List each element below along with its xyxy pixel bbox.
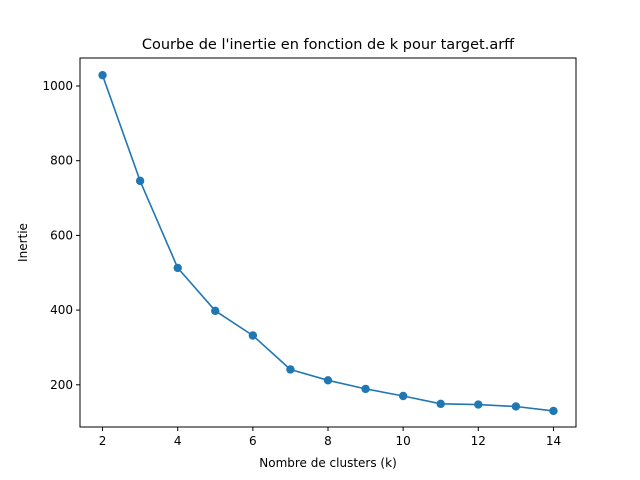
y-tick-label: 600 <box>50 228 73 242</box>
y-axis-label: Inertie <box>16 223 30 262</box>
y-tick-label: 200 <box>50 378 73 392</box>
data-point <box>474 400 483 409</box>
y-tick-label: 1000 <box>42 79 73 93</box>
y-axis-ticks: 200 400 600 800 1000 <box>42 79 80 392</box>
data-point <box>436 399 445 409</box>
x-axis-label: Nombre de clusters (k) <box>259 456 397 470</box>
x-tick-label: 4 <box>174 434 182 448</box>
data-point <box>549 406 558 416</box>
y-tick-label: 400 <box>50 303 73 317</box>
x-tick-label: 6 <box>249 434 257 448</box>
x-axis-ticks: 2 4 6 8 10 12 14 <box>99 427 561 448</box>
x-tick-label: 2 <box>99 434 107 448</box>
data-point <box>323 376 333 385</box>
data-point <box>211 306 220 316</box>
series-inertia <box>98 70 558 416</box>
chart-title: Courbe de l'inertie en fonction de k pou… <box>142 37 515 53</box>
series-line <box>101 74 554 412</box>
data-point <box>398 391 408 401</box>
x-tick-label: 12 <box>471 434 486 448</box>
data-point <box>98 70 107 80</box>
data-point <box>248 331 258 340</box>
data-point <box>173 263 182 273</box>
data-point <box>511 402 521 411</box>
axes-frame <box>79 57 577 428</box>
data-point <box>286 365 295 374</box>
x-tick-label: 8 <box>324 434 332 448</box>
x-tick-label: 10 <box>396 434 411 448</box>
x-tick-label: 14 <box>546 434 561 448</box>
y-tick-label: 800 <box>50 154 73 168</box>
data-point <box>135 176 145 186</box>
data-point <box>361 384 370 394</box>
plot-area: 2 4 6 8 10 12 14 200 400 600 800 1000 <box>42 57 577 448</box>
